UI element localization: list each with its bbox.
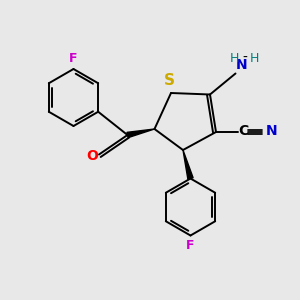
Polygon shape bbox=[183, 150, 193, 179]
Text: N: N bbox=[236, 58, 248, 72]
Polygon shape bbox=[127, 129, 154, 138]
Text: N: N bbox=[266, 124, 277, 137]
Text: H: H bbox=[230, 52, 240, 65]
Text: S: S bbox=[164, 73, 175, 88]
Text: F: F bbox=[69, 52, 78, 65]
Text: O: O bbox=[86, 149, 98, 163]
Text: C: C bbox=[238, 124, 248, 137]
Text: -: - bbox=[243, 51, 248, 65]
Text: F: F bbox=[186, 239, 195, 252]
Text: H: H bbox=[249, 52, 259, 65]
